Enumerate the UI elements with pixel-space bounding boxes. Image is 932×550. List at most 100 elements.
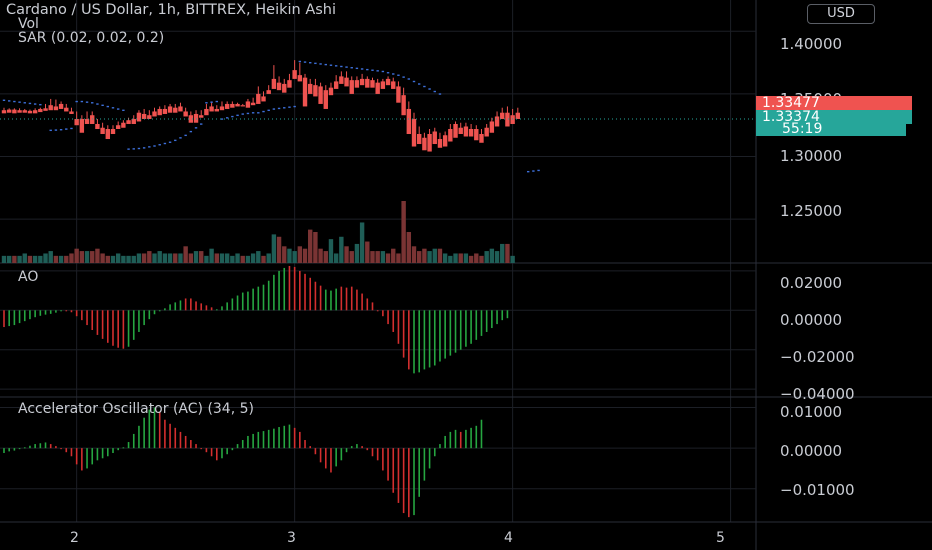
ao-bar xyxy=(122,310,125,349)
ac-bar xyxy=(132,433,135,449)
sar-dot xyxy=(18,101,21,103)
candle-body xyxy=(308,83,313,94)
volume-bar xyxy=(157,251,162,263)
ac-bar xyxy=(278,427,280,449)
sar-dot xyxy=(80,100,84,103)
volume-bar xyxy=(58,255,64,263)
ao-bar xyxy=(485,310,488,332)
candle-body xyxy=(173,107,178,113)
candle-body xyxy=(178,106,183,112)
x-tick: 2 xyxy=(70,530,79,546)
volume-bar xyxy=(494,251,500,263)
sar-label: SAR (0.02, 0.02, 0.2) xyxy=(18,30,165,46)
ao-bar xyxy=(226,302,228,311)
sar-dot xyxy=(537,169,540,172)
volume-bar xyxy=(110,255,116,263)
volume-bar xyxy=(17,255,22,263)
ao-bar xyxy=(340,286,343,311)
sar-dot xyxy=(127,148,130,150)
x-tick: 4 xyxy=(504,530,513,546)
ac-bar xyxy=(215,448,218,461)
volume-bar xyxy=(448,255,453,263)
ac-bar xyxy=(200,448,203,450)
ao-bar xyxy=(309,277,312,311)
sar-dot xyxy=(246,112,250,115)
sar-dot xyxy=(7,100,11,102)
candle-body xyxy=(230,103,235,108)
ao-bar xyxy=(8,310,10,327)
ao-bar xyxy=(101,310,104,339)
ac-bar xyxy=(470,427,472,449)
ao-label: AO xyxy=(18,269,39,285)
ac-bar xyxy=(13,448,16,451)
candle-body xyxy=(406,108,412,135)
candle-body xyxy=(90,115,95,124)
ac-bar xyxy=(304,440,306,449)
ao-bar xyxy=(169,304,171,311)
ac-tick: 0.01000 xyxy=(780,403,843,421)
candle-body xyxy=(333,81,339,89)
candle-body xyxy=(136,112,142,122)
ac-bar xyxy=(480,419,483,449)
ac-bar xyxy=(23,447,26,449)
candle-body xyxy=(437,139,443,148)
candle-body xyxy=(240,105,245,107)
volume-bar xyxy=(427,251,432,263)
ac-bar xyxy=(288,424,291,449)
volume-bar xyxy=(131,255,136,263)
volume-bar xyxy=(48,251,53,263)
ac-bar xyxy=(392,448,395,493)
ao-bar xyxy=(179,300,182,311)
sar-dot xyxy=(319,63,322,65)
ao-bar xyxy=(70,310,73,313)
candle-body xyxy=(401,95,406,116)
volume-bar xyxy=(167,253,173,263)
volume-bar xyxy=(105,255,110,263)
ao-tick: −0.02000 xyxy=(780,348,855,366)
ao-bar xyxy=(205,305,208,311)
candle-body xyxy=(375,82,380,94)
volume-bar xyxy=(204,255,209,263)
ao-bar xyxy=(330,290,332,311)
volume-bar xyxy=(354,243,360,263)
ac-bar xyxy=(241,440,244,449)
volume-bar xyxy=(500,243,505,263)
sar-dot xyxy=(189,130,193,133)
sar-dot xyxy=(49,129,52,132)
candle-body xyxy=(261,96,266,102)
candle-body xyxy=(100,127,105,135)
ao-bar xyxy=(267,280,270,311)
ao-bar xyxy=(496,310,498,325)
ac-bar xyxy=(221,448,223,459)
ac-bar xyxy=(153,407,156,449)
volume-bar xyxy=(79,251,85,263)
currency-button[interactable]: USD xyxy=(807,4,875,24)
sar-dot xyxy=(532,170,535,172)
candle-body xyxy=(515,112,521,119)
ao-bar xyxy=(273,274,275,311)
candle-body xyxy=(276,82,282,91)
sar-dot xyxy=(39,103,42,106)
sar-dot xyxy=(236,114,239,117)
sar-dot xyxy=(2,99,6,101)
candle-body xyxy=(17,110,22,113)
ac-bar xyxy=(164,419,166,449)
sar-dot xyxy=(122,109,125,112)
ao-bar xyxy=(392,310,395,332)
candle-body xyxy=(64,107,69,112)
candle-body xyxy=(354,80,360,88)
ao-tick: 0.02000 xyxy=(780,274,843,292)
ac-bar xyxy=(402,448,405,514)
candle-body xyxy=(53,106,59,111)
ac-bar xyxy=(169,423,171,449)
volume-bar xyxy=(432,248,437,263)
sar-dot xyxy=(262,110,265,113)
volume-bar xyxy=(468,255,474,263)
sar-dot xyxy=(163,142,167,145)
volume-bar xyxy=(115,253,121,263)
candle-body xyxy=(183,111,188,117)
ao-bar xyxy=(39,310,42,316)
ac-bar xyxy=(439,444,441,449)
ac-bar xyxy=(112,448,114,454)
